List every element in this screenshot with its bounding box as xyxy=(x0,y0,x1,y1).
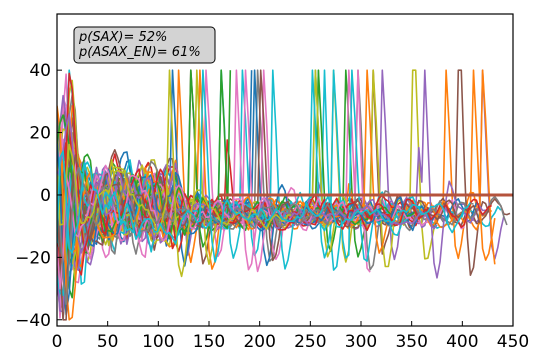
series-line xyxy=(57,166,341,306)
annotation-box: p(SAX)= 52% p(ASAX_EN)= 61% xyxy=(73,26,216,64)
series-line xyxy=(57,69,472,263)
series-line xyxy=(57,69,274,290)
y-axis: −40 −20 0 20 40 xyxy=(15,61,62,331)
annotation-sax: p(SAX)= 52% xyxy=(78,30,167,45)
x-tick-label: 0 xyxy=(52,332,63,352)
x-tick-label: 100 xyxy=(142,332,174,352)
y-tick-label: 20 xyxy=(29,124,51,144)
y-tick-label: −20 xyxy=(15,248,51,268)
x-tick-label: 250 xyxy=(294,332,326,352)
x-tick-label: 450 xyxy=(497,332,529,352)
plot-frame xyxy=(56,13,514,327)
x-tick-label: 200 xyxy=(243,332,275,352)
x-tick-label: 400 xyxy=(446,332,478,352)
y-tick-label: 0 xyxy=(40,186,51,206)
x-tick-label: 350 xyxy=(395,332,427,352)
series-lines xyxy=(57,69,513,321)
series-line xyxy=(57,69,292,278)
annotation-asax-en: p(ASAX_EN)= 61% xyxy=(78,45,201,60)
y-tick-label: 40 xyxy=(29,61,51,81)
x-axis: 0 50 100 150 200 250 300 350 400 450 xyxy=(52,321,529,352)
x-tick-label: 150 xyxy=(193,332,225,352)
x-tick-label: 300 xyxy=(345,332,377,352)
y-tick-label: −40 xyxy=(15,311,51,331)
x-tick-label: 50 xyxy=(97,332,119,352)
